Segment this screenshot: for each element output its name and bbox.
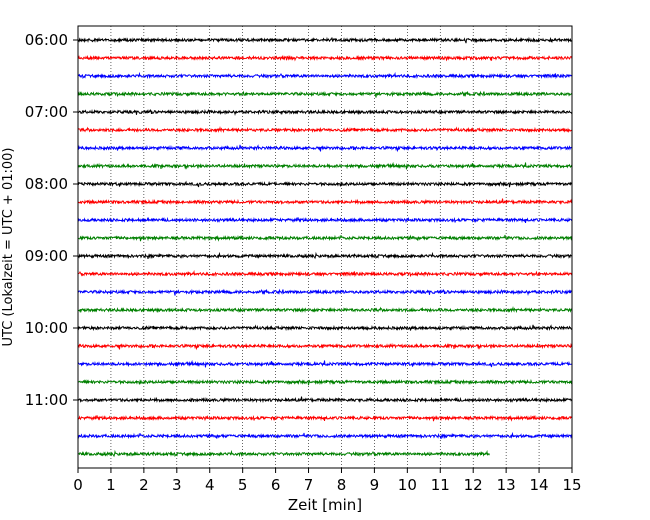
y-axis-ticks: 06:00 07:00 08:00 09:00 10:00 11:00 [25,31,78,409]
y-tick-label: 07:00 [25,103,68,121]
x-tick-label: 0 [73,476,83,494]
x-tick-label: 3 [172,476,182,494]
x-axis-ticks: 0 1 2 3 4 5 6 7 8 9 10 11 12 13 14 15 [73,468,582,494]
traces [77,36,573,458]
trace-1045 [77,378,573,386]
trace-0615 [77,54,573,62]
x-tick-label: 10 [398,476,417,494]
trace-1100 [77,396,573,404]
trace-0815 [77,198,573,206]
x-tick-label: 13 [497,476,516,494]
trace-1015 [77,342,573,351]
x-tick-label: 5 [238,476,248,494]
trace-0600 [77,36,573,44]
x-axis-label: Zeit [min] [288,496,362,514]
trace-0715 [77,126,573,134]
plot-frame [77,25,573,469]
trace-0945 [77,306,573,314]
x-tick-label: 9 [370,476,380,494]
trace-0630 [77,71,573,80]
trace-0800 [77,180,573,188]
x-tick-label: 7 [304,476,314,494]
x-tick-label: 2 [139,476,149,494]
trace-1145 [77,449,490,458]
trace-0700 [77,108,573,116]
y-tick-label: 08:00 [25,175,68,193]
trace-0745 [77,161,573,170]
trace-1000 [77,324,573,332]
trace-1030 [77,359,573,368]
trace-0730 [77,144,573,153]
x-tick-label: 4 [205,476,215,494]
y-axis-label: UTC (Lokalzeit = UTC + 01:00) [1,148,16,347]
x-tick-label: 6 [271,476,281,494]
x-tick-label: 1 [106,476,116,494]
y-tick-label: 06:00 [25,31,68,49]
trace-0845 [77,234,573,242]
y-tick-label: 10:00 [25,319,68,337]
x-tick-label: 8 [337,476,347,494]
trace-1130 [77,431,573,440]
y-tick-label: 11:00 [25,391,68,409]
trace-1115 [77,414,573,422]
trace-0915 [77,269,573,278]
trace-0830 [77,216,573,224]
trace-0930 [77,288,573,296]
y-tick-label: 09:00 [25,247,68,265]
trace-0900 [77,251,573,260]
x-tick-label: 12 [464,476,483,494]
x-tick-label: 11 [431,476,450,494]
trace-0645 [77,90,573,98]
x-tick-label: 15 [562,476,581,494]
x-tick-label: 14 [530,476,549,494]
